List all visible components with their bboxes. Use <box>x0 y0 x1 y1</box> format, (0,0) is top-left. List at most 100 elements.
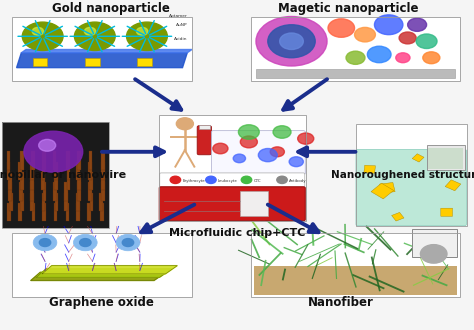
Circle shape <box>289 157 303 167</box>
Bar <box>67 172 71 190</box>
Bar <box>7 151 10 170</box>
Bar <box>18 203 22 221</box>
Polygon shape <box>21 50 192 53</box>
Bar <box>42 193 46 211</box>
Circle shape <box>273 126 291 138</box>
Bar <box>159 115 306 221</box>
FancyBboxPatch shape <box>211 131 305 175</box>
Bar <box>66 203 70 221</box>
Polygon shape <box>441 208 453 216</box>
Polygon shape <box>36 269 172 277</box>
Bar <box>101 182 105 201</box>
Bar <box>54 172 58 190</box>
Bar <box>101 151 105 170</box>
Circle shape <box>80 239 91 247</box>
Text: Nanofiber: Nanofiber <box>309 296 374 309</box>
Bar <box>53 151 56 170</box>
Circle shape <box>420 245 447 263</box>
FancyBboxPatch shape <box>197 126 211 155</box>
Circle shape <box>355 27 375 42</box>
Circle shape <box>38 139 56 151</box>
Bar <box>99 193 103 211</box>
Circle shape <box>270 147 284 157</box>
Text: Graphene oxide: Graphene oxide <box>49 296 155 309</box>
Bar <box>55 193 58 211</box>
Circle shape <box>176 118 193 130</box>
Circle shape <box>116 234 140 251</box>
Bar <box>8 172 12 190</box>
Circle shape <box>416 34 437 49</box>
FancyBboxPatch shape <box>356 149 466 226</box>
Circle shape <box>206 176 216 183</box>
Circle shape <box>298 133 314 144</box>
Bar <box>101 162 105 180</box>
Text: Aptamer: Aptamer <box>168 14 187 17</box>
Bar <box>18 162 21 180</box>
Text: Avidin: Avidin <box>174 37 187 41</box>
Bar <box>19 182 23 201</box>
Polygon shape <box>364 165 375 173</box>
Bar <box>7 203 11 221</box>
Bar <box>20 172 24 190</box>
Bar <box>251 233 460 297</box>
Polygon shape <box>392 213 404 221</box>
Bar <box>64 182 68 201</box>
Circle shape <box>84 27 96 35</box>
Bar <box>254 266 457 295</box>
FancyBboxPatch shape <box>159 187 305 221</box>
Bar <box>77 151 81 170</box>
Bar <box>12 233 192 297</box>
Bar <box>251 16 460 81</box>
Text: Microfluidic chip+CTC: Microfluidic chip+CTC <box>169 228 305 238</box>
Circle shape <box>238 125 259 139</box>
Bar <box>89 151 92 170</box>
Polygon shape <box>42 266 177 274</box>
Circle shape <box>258 148 277 162</box>
Circle shape <box>280 33 303 50</box>
Bar <box>137 58 152 66</box>
Circle shape <box>346 51 365 64</box>
Polygon shape <box>31 272 166 280</box>
Bar <box>12 16 192 81</box>
Bar <box>256 69 455 78</box>
Bar <box>76 162 80 180</box>
Bar <box>9 193 13 211</box>
Bar <box>85 58 100 66</box>
Bar <box>88 162 91 180</box>
Circle shape <box>127 22 167 50</box>
Bar <box>42 203 46 221</box>
Bar <box>159 115 306 221</box>
Text: Antibody: Antibody <box>289 179 307 182</box>
Bar <box>54 162 58 180</box>
Polygon shape <box>412 154 424 162</box>
Text: Erythrocyte: Erythrocyte <box>182 179 205 182</box>
Polygon shape <box>17 53 187 68</box>
Bar <box>30 162 34 180</box>
Bar <box>7 162 10 180</box>
Polygon shape <box>371 183 393 199</box>
Circle shape <box>399 32 416 44</box>
Circle shape <box>367 46 391 63</box>
Circle shape <box>240 136 257 148</box>
Bar <box>77 182 81 201</box>
Circle shape <box>268 25 315 58</box>
Bar <box>32 203 36 221</box>
Text: Nanopillar or nanowire: Nanopillar or nanowire <box>0 170 126 180</box>
Text: Leukocyte: Leukocyte <box>218 179 238 182</box>
Circle shape <box>277 176 287 183</box>
FancyBboxPatch shape <box>160 173 305 187</box>
Circle shape <box>423 52 440 64</box>
Circle shape <box>32 27 44 35</box>
Text: AuNP: AuNP <box>175 23 187 27</box>
Circle shape <box>328 19 355 37</box>
Bar <box>66 151 70 170</box>
Bar <box>64 193 68 211</box>
Bar <box>251 233 460 297</box>
Circle shape <box>33 234 57 251</box>
Bar <box>251 16 460 81</box>
Circle shape <box>39 239 51 247</box>
Polygon shape <box>380 182 395 193</box>
Bar <box>30 182 34 201</box>
Text: Gold nanoparticle: Gold nanoparticle <box>53 2 170 15</box>
Bar <box>76 193 80 211</box>
